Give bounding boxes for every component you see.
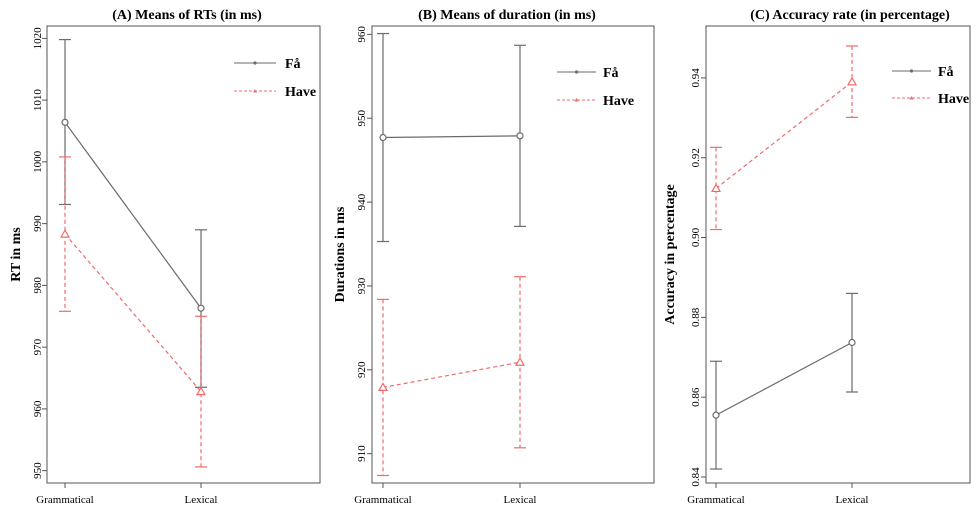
legend-item: Have (557, 94, 634, 109)
legend-marker (574, 98, 579, 102)
y-axis-label: RT in ms (9, 227, 24, 282)
series-line (715, 81, 853, 189)
data-point (848, 338, 856, 347)
data-point (516, 132, 524, 140)
legend-marker (253, 61, 257, 65)
y-tick-label: 960 (356, 26, 368, 43)
data-point (710, 183, 722, 193)
series-line (64, 233, 202, 392)
y-tick-label: 950 (356, 109, 368, 126)
series-have (377, 276, 526, 477)
series-line (64, 121, 202, 309)
legend-marker (909, 96, 914, 100)
panel-title: (B) Means of duration (in ms) (418, 8, 596, 23)
series-fa (377, 32, 526, 243)
legend-label: Have (938, 92, 969, 107)
y-tick-label: 980 (32, 277, 44, 294)
y-tick-label: 0.92 (690, 148, 702, 167)
data-point (195, 386, 207, 396)
data-point (61, 118, 69, 126)
plot-frame (46, 25, 321, 484)
series-have (59, 156, 207, 468)
data-point (197, 304, 205, 312)
plot-frame (371, 25, 655, 484)
legend-label: Få (285, 57, 301, 72)
y-tick-label: 960 (32, 400, 44, 417)
data-point (846, 76, 858, 86)
x-tick-label: Grammatical (687, 494, 744, 506)
x-tick-label: Grammatical (354, 494, 411, 506)
data-point (712, 411, 720, 419)
legend-marker (909, 69, 914, 73)
y-axis-label: Accuracy in percentage (663, 184, 678, 324)
y-tick-label: 950 (32, 462, 44, 479)
series-line (715, 341, 853, 416)
panel-title: (C) Accuracy rate (in percentage) (750, 8, 950, 23)
panel-accuracy: (C) Accuracy rate (in percentage) Accurac… (663, 8, 971, 506)
data-point (59, 228, 71, 238)
y-tick-label: 940 (356, 193, 368, 210)
legend-item: Have (234, 85, 316, 100)
y-tick-label: 920 (356, 361, 368, 378)
legend-marker (253, 89, 257, 93)
legend-marker (574, 70, 579, 74)
x-tick-label: Grammatical (36, 494, 93, 506)
y-tick-label: 1010 (32, 89, 44, 112)
data-point (377, 382, 389, 392)
y-tick-label: 0.94 (690, 68, 702, 88)
legend-item: Få (892, 65, 954, 80)
series-line (382, 361, 521, 388)
plot-frame (705, 25, 971, 484)
y-axis-label: Durations in ms (333, 206, 348, 302)
y-tick-label: 910 (356, 445, 368, 462)
legend-label: Have (603, 94, 634, 109)
y-tick-label: 970 (32, 338, 44, 355)
y-tick-label: 0.90 (690, 227, 702, 247)
y-tick-label: 0.88 (690, 307, 702, 327)
legend-label: Få (938, 65, 954, 80)
panel-rt: (A) Means of RTs (in ms) RT in ms 950 960 97… (9, 8, 321, 506)
y-tick-label: 1000 (32, 150, 44, 173)
legend-label: Få (603, 66, 619, 81)
series-have (710, 45, 858, 231)
x-tick-label: Lexical (836, 494, 869, 506)
x-tick-label: Lexical (185, 494, 218, 506)
series-fa (59, 38, 207, 388)
data-point (514, 357, 526, 366)
legend-item: Få (557, 66, 619, 81)
y-tick-label: 1020 (32, 27, 44, 50)
y-tick-label: 0.84 (690, 467, 702, 487)
series-line (382, 135, 521, 139)
panel-duration: (B) Means of duration (in ms) Durations i… (333, 8, 655, 506)
y-tick-label: 930 (356, 277, 368, 294)
series-fa (710, 292, 858, 470)
data-point (379, 133, 387, 142)
legend-label: Have (285, 85, 316, 100)
panel-title: (A) Means of RTs (in ms) (112, 8, 262, 23)
y-tick-label: 990 (32, 215, 44, 232)
legend-item: Have (892, 92, 969, 107)
x-tick-label: Lexical (504, 494, 537, 506)
legend-item: Få (234, 57, 301, 72)
y-tick-label: 0.86 (690, 387, 702, 407)
